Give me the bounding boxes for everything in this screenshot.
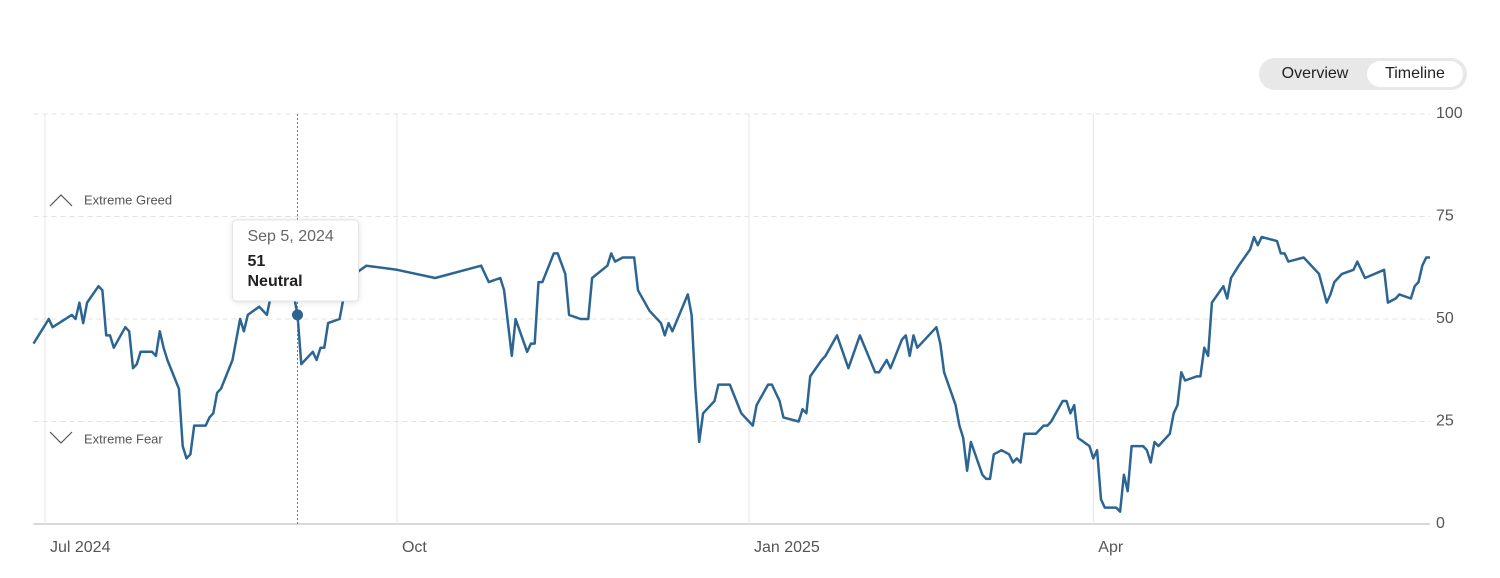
timeline-button[interactable]: Timeline <box>1367 61 1463 87</box>
tooltip-box <box>231 219 359 302</box>
greed-icon <box>49 194 73 207</box>
x-tick-label: Oct <box>402 539 427 556</box>
y-tick-label: 75 <box>1436 208 1454 225</box>
y-tick-label: 0 <box>1436 515 1445 532</box>
fear-label: Extreme Fear <box>84 431 163 446</box>
overview-button[interactable]: Overview <box>1281 65 1349 82</box>
greed-label: Extreme Greed <box>84 192 172 207</box>
y-tick-label: 100 <box>1436 105 1463 122</box>
series-line <box>32 235 1430 513</box>
y-tick-label: 25 <box>1436 413 1454 430</box>
tooltip-date: Sep 5, 2024 <box>247 228 333 245</box>
hover-dot <box>291 309 303 321</box>
x-tick-label: Jul 2024 <box>50 539 111 556</box>
tooltip-value: 51 <box>247 253 265 270</box>
view-toggle: Overview Timeline <box>1259 58 1467 90</box>
x-tick-label: Apr <box>1098 539 1124 556</box>
fear-icon <box>49 431 73 444</box>
tooltip-rating: Neutral <box>247 273 302 290</box>
y-tick-label: 50 <box>1436 310 1454 327</box>
x-tick-label: Jan 2025 <box>754 539 820 556</box>
